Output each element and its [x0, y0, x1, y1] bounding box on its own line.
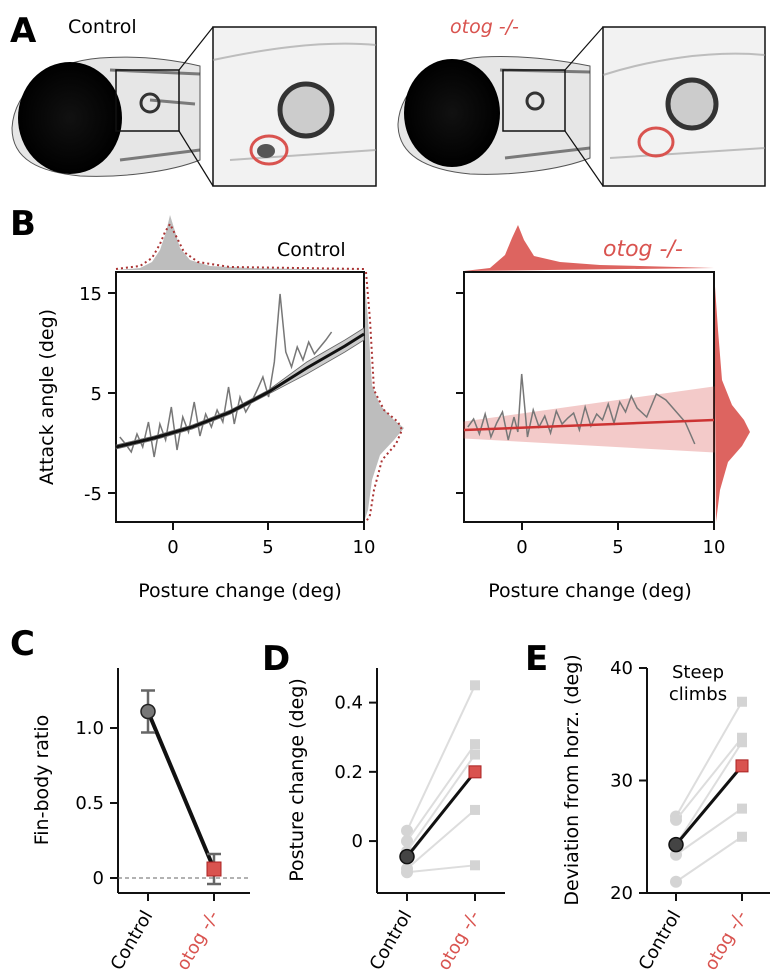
b-ytick-label: 15 — [79, 284, 102, 305]
e-otog-individual-point — [737, 831, 747, 842]
c-mean-line — [146, 710, 216, 870]
e-ytick-label: 40 — [610, 658, 633, 679]
b-left-plot-area — [115, 293, 365, 458]
d-individual-line — [406, 684, 476, 832]
b-left-xticks: 0 5 10 — [167, 522, 375, 558]
d-xtick-label: Control — [366, 907, 417, 974]
d-mean-line — [405, 770, 477, 858]
c-control-point — [140, 703, 156, 720]
b-xtick-label: 0 — [167, 537, 178, 558]
d-otog-individual-point — [470, 749, 480, 760]
d-otog-mean-point — [468, 765, 482, 779]
e-mean-line — [674, 764, 744, 846]
b-left-axes — [115, 271, 365, 523]
d-otog-individual-point — [470, 739, 480, 750]
c-ytick-label: 0 — [93, 868, 104, 889]
d-ytick-label: 0.2 — [334, 762, 363, 783]
otog-fish-image — [397, 26, 766, 187]
b-right-axes — [463, 271, 715, 523]
b-left-top-density-otog — [115, 221, 365, 270]
b-right-title: otog -/- — [603, 237, 683, 262]
e-control-mean-point — [668, 836, 684, 853]
b-ytick-label: 5 — [91, 384, 102, 405]
e-ytick-label: 20 — [610, 883, 633, 904]
e-individual-line — [675, 835, 743, 883]
d-individual-line — [406, 753, 476, 853]
control-label: Control — [68, 16, 137, 38]
b-xtick-label: 10 — [703, 537, 726, 558]
b-right-yticks — [456, 292, 464, 494]
b-right-xticks: 0 5 10 — [516, 522, 725, 558]
b-left-yticks: 15 5 -5 — [79, 284, 116, 505]
b-fit-line — [115, 332, 365, 449]
e-control-individual-point — [670, 875, 682, 888]
e-xtick-label: otog -/- — [700, 907, 751, 974]
b-xtick-label: 5 — [262, 537, 273, 558]
b-xtick-label: 5 — [612, 537, 623, 558]
b-left-xlabel: Posture change (deg) — [138, 580, 342, 602]
e-individual-line — [675, 807, 743, 856]
b-ytick-label: -5 — [84, 484, 102, 505]
d-individual-line — [406, 743, 476, 842]
d-control-individual-point — [401, 866, 413, 879]
panel-c-letter: C — [10, 624, 35, 664]
panel-b-letter: B — [10, 204, 36, 244]
c-otog-point — [206, 861, 222, 877]
c-ytick-label: 0.5 — [75, 793, 104, 814]
control-fish-image — [11, 26, 377, 187]
e-otog-individual-point — [737, 803, 747, 814]
b-raw-data-line — [467, 373, 696, 445]
c-ytick-label: 1.0 — [75, 718, 104, 739]
e-ylabel: Deviation from horz. (deg) — [561, 654, 583, 905]
d-ytick-label: 0 — [352, 831, 363, 852]
e-individual-line — [675, 741, 743, 846]
panel-a-letter: A — [10, 11, 37, 51]
c-ylabel: Fin-body ratio — [31, 715, 53, 846]
b-xtick-label: 0 — [516, 537, 527, 558]
e-title-line2: climbs — [669, 684, 727, 705]
b-right-xlabel: Posture change (deg) — [488, 580, 692, 602]
b-right-side-density — [714, 272, 750, 522]
d-control-individual-point — [401, 835, 413, 848]
d-otog-individual-point — [470, 680, 480, 691]
d-otog-individual-point — [470, 804, 480, 815]
d-control-mean-point — [399, 848, 415, 865]
d-xtick-label: otog -/- — [433, 907, 484, 974]
c-xtick-label: Control — [107, 907, 158, 974]
e-control-individual-point — [670, 813, 682, 826]
b-confidence-band — [115, 327, 365, 450]
e-otog-individual-point — [737, 737, 747, 748]
b-right-plot-area — [463, 373, 715, 453]
b-right-top-density — [464, 225, 714, 271]
e-ytick-label: 30 — [610, 771, 633, 792]
d-ytick-label: 0.4 — [334, 693, 363, 714]
d-individual-line — [406, 809, 476, 870]
b-left-top-density — [116, 215, 364, 270]
c-xtick-label: otog -/- — [172, 907, 223, 974]
e-individual-line — [675, 701, 743, 817]
b-fit-line — [463, 418, 715, 432]
b-left-title: Control — [277, 239, 346, 261]
d-otog-individual-point — [470, 860, 480, 871]
d-plot-area: 0.4 0.2 0 Control otog -/- — [334, 680, 484, 974]
d-ylabel: Posture change (deg) — [286, 678, 308, 882]
otog-label: otog -/- — [450, 16, 519, 38]
panel-e-letter: E — [525, 639, 548, 679]
b-left-side-density — [364, 272, 404, 522]
e-title-line1: Steep — [672, 662, 724, 683]
e-xtick-label: Control — [635, 907, 686, 974]
panel-d-letter: D — [262, 639, 290, 679]
e-otog-individual-point — [737, 696, 747, 707]
b-ylabel: Attack angle (deg) — [36, 309, 58, 485]
b-raw-data-line — [119, 293, 333, 458]
e-otog-mean-point — [735, 759, 749, 773]
e-individual-line — [675, 737, 743, 821]
d-individual-line — [406, 864, 476, 874]
b-xtick-label: 10 — [353, 537, 376, 558]
d-control-individual-point — [401, 824, 413, 837]
